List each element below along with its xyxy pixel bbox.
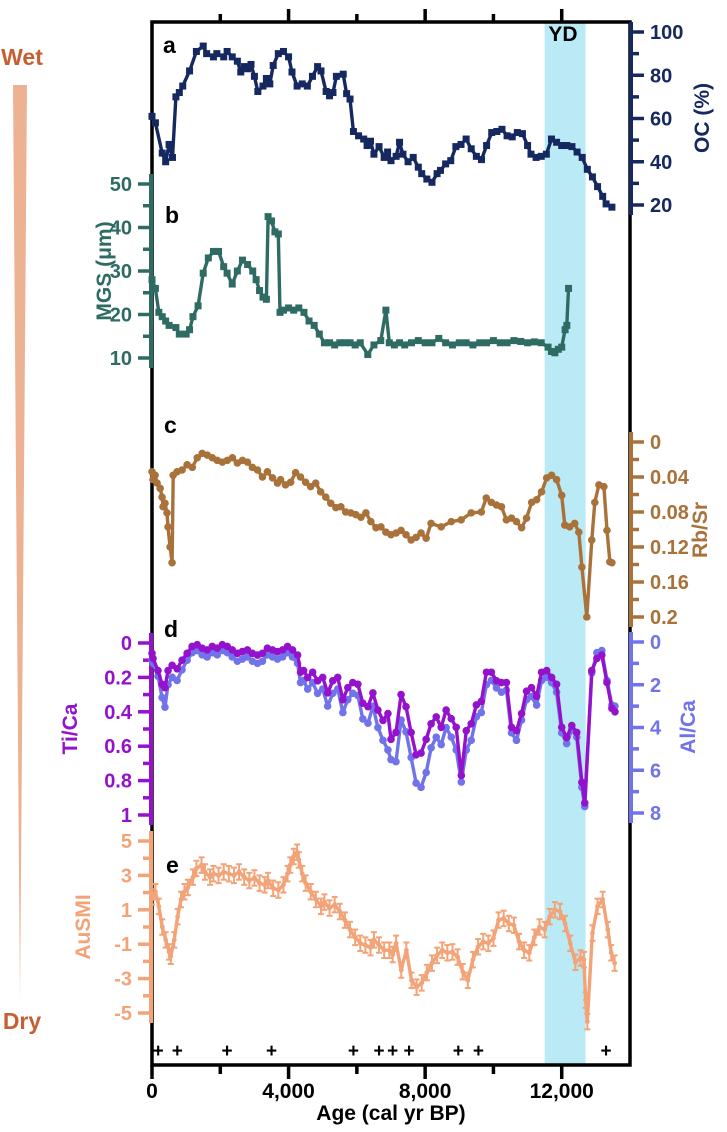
panel-letter-e: e (166, 852, 179, 878)
svg-text:0.4: 0.4 (104, 702, 133, 724)
x-axis-title: Age (cal yr BP) (316, 1102, 466, 1125)
svg-text:0.8: 0.8 (104, 771, 132, 793)
series-tica (148, 640, 619, 807)
axis-title-ausmi: AuSMI (72, 894, 95, 960)
svg-text:3: 3 (121, 865, 132, 887)
panel-letter-c: c (164, 412, 177, 438)
series-markers (148, 213, 573, 359)
svg-text:1: 1 (121, 900, 132, 922)
svg-text:6: 6 (650, 760, 661, 782)
panel-letter-b: b (165, 202, 180, 228)
axis-title-tica: Ti/Ca (59, 703, 82, 755)
svg-text:8: 8 (650, 803, 661, 825)
dated-sample-plus-markers: + + + + + + + + + + + (153, 1041, 612, 1062)
svg-text:0.08: 0.08 (650, 502, 689, 524)
svg-text:+: + (404, 1041, 415, 1062)
svg-text:100: 100 (650, 22, 683, 44)
y-axis-labels-oc: 100 80 60 40 20 (650, 22, 683, 217)
svg-text:20: 20 (110, 305, 132, 327)
series-rbsr (148, 449, 616, 621)
svg-text:+: + (387, 1041, 398, 1062)
x-axis-ticks (150, 9, 564, 1079)
series-oc (148, 42, 616, 211)
y-axis-ausmi (138, 831, 153, 1023)
svg-text:0.2: 0.2 (104, 667, 132, 689)
wet-label: Wet (1, 44, 43, 70)
series-line (150, 214, 571, 357)
series-mgs (148, 213, 573, 359)
svg-text:-1: -1 (114, 934, 132, 956)
series-markers (148, 449, 616, 621)
svg-text:+: + (473, 1041, 484, 1062)
svg-text:0.12: 0.12 (650, 537, 689, 559)
panel-letter-d: d (164, 616, 179, 642)
svg-text:12,000: 12,000 (530, 1080, 594, 1103)
axis-title-rbsr: Rb/Sr (689, 501, 712, 559)
svg-text:0: 0 (650, 632, 661, 654)
y-axis-rbsr (629, 432, 644, 627)
svg-text:0: 0 (146, 1080, 158, 1103)
series-markers (148, 640, 619, 807)
svg-text:+: + (348, 1041, 359, 1062)
svg-text:0.6: 0.6 (104, 736, 132, 758)
x-axis-tick-labels: 0 4,000 8,000 12,000 (146, 1080, 594, 1103)
svg-text:50: 50 (110, 174, 132, 196)
svg-text:20: 20 (650, 195, 672, 217)
y-axis-labels-tica: 0 0.2 0.4 0.6 0.8 1 (104, 633, 133, 827)
svg-text:5: 5 (121, 831, 132, 853)
svg-text:80: 80 (650, 65, 672, 87)
y-axis-labels-mgsm: 50 40 30 20 10 (110, 174, 132, 370)
svg-text:+: + (453, 1041, 464, 1062)
series-markers (148, 42, 616, 211)
axis-title-mgs: MGS (μm) (93, 221, 116, 321)
svg-text:2: 2 (650, 675, 661, 697)
y-axis-mgsm (138, 174, 153, 368)
y-axis-labels-alca: 0 2 4 6 8 (650, 632, 662, 825)
svg-text:0: 0 (121, 633, 132, 655)
svg-text:60: 60 (650, 109, 672, 131)
panel-letter-a: a (163, 32, 176, 58)
svg-text:0: 0 (650, 432, 661, 454)
y-axis-labels-rbsr: 0 0.04 0.08 0.12 0.16 0.2 (650, 432, 690, 629)
svg-text:4: 4 (650, 718, 662, 740)
svg-text:0.04: 0.04 (650, 467, 690, 489)
svg-text:8,000: 8,000 (399, 1080, 452, 1103)
axis-title-oc: OC (%) (691, 83, 714, 153)
dry-label: Dry (2, 1008, 42, 1034)
y-axis-alca (629, 632, 644, 823)
svg-text:+: + (373, 1041, 384, 1062)
younger-dryas-label: YD (548, 23, 578, 46)
svg-text:4,000: 4,000 (262, 1080, 315, 1103)
svg-text:40: 40 (110, 218, 132, 240)
series-markers (149, 849, 618, 1024)
svg-text:0.2: 0.2 (650, 607, 678, 629)
series-ausmi (149, 843, 618, 1031)
svg-text:0.16: 0.16 (650, 572, 689, 594)
wet-dry-gradient-arrow (13, 85, 27, 1000)
svg-text:-3: -3 (114, 969, 132, 991)
svg-text:-5: -5 (114, 1003, 132, 1025)
series-line (150, 44, 614, 209)
svg-text:1: 1 (121, 805, 132, 827)
svg-text:+: + (153, 1041, 164, 1062)
svg-text:+: + (172, 1041, 183, 1062)
y-axis-oc (629, 22, 644, 215)
svg-text:10: 10 (110, 348, 132, 370)
svg-text:+: + (266, 1041, 277, 1062)
svg-text:+: + (222, 1041, 233, 1062)
svg-text:40: 40 (650, 152, 672, 174)
axis-title-alca: Al/Ca (677, 700, 700, 754)
svg-text:30: 30 (110, 261, 132, 283)
y-axis-labels-ausmi: 5 3 1 -1 -3 -5 (114, 831, 132, 1025)
svg-text:+: + (601, 1041, 612, 1062)
